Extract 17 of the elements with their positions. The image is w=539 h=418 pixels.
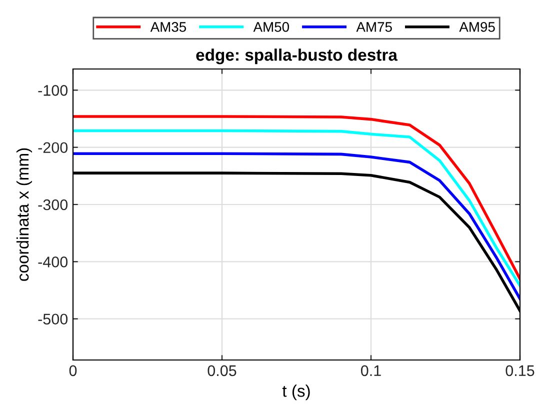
- legend-label: AM35: [150, 22, 186, 32]
- y-tick-label: -500: [38, 314, 68, 325]
- x-tick-label: 0.1: [360, 365, 381, 376]
- y-tick-label: -400: [38, 256, 68, 268]
- x-tick-label: 0.15: [506, 365, 534, 376]
- legend-label: AM95: [459, 22, 495, 32]
- x-axis-title: t (s): [282, 384, 310, 400]
- x-tick-label: 0.05: [208, 365, 236, 376]
- chart-title: edge: spalla-busto destra: [196, 48, 398, 64]
- y-axis-title: coordinata x (mm): [16, 148, 32, 281]
- y-tick-label: -300: [38, 199, 68, 210]
- line-series: [73, 152, 520, 300]
- legend-label: AM75: [356, 22, 392, 32]
- y-tick-label: -100: [38, 85, 68, 96]
- y-tick-label: -200: [38, 142, 68, 154]
- x-tick-label: 0: [69, 365, 77, 376]
- legend-label: AM50: [253, 22, 290, 32]
